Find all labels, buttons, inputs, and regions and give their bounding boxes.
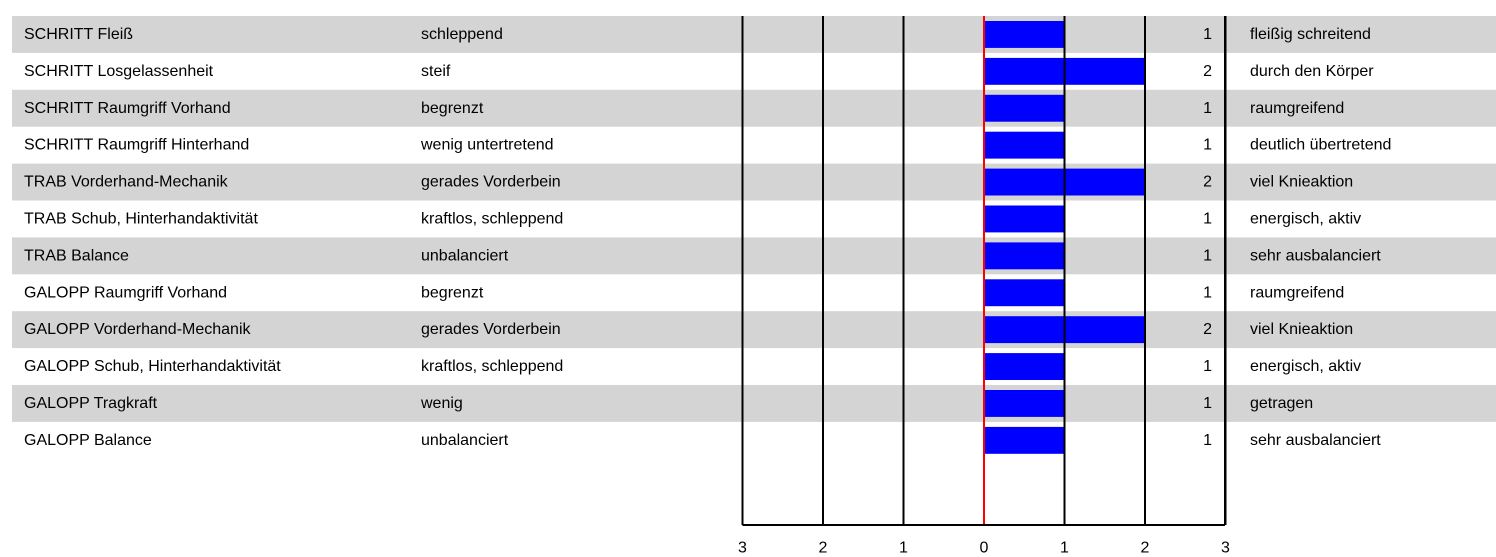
- left-descriptor-label: begrenzt: [421, 100, 484, 117]
- bar: [984, 390, 1065, 417]
- value-label: 2: [1203, 63, 1212, 80]
- value-label: 1: [1203, 395, 1212, 412]
- value-label: 1: [1203, 247, 1212, 264]
- left-descriptor-label: wenig untertretend: [420, 137, 554, 154]
- bar: [984, 131, 1065, 159]
- x-tick-label: 3: [1221, 540, 1230, 557]
- value-label: 1: [1203, 210, 1212, 227]
- criterion-label: TRAB Vorderhand-Mechanik: [24, 174, 229, 191]
- right-descriptor-label: energisch, aktiv: [1250, 210, 1361, 227]
- criterion-label: GALOPP Schub, Hinterhandaktivität: [24, 358, 281, 375]
- bar: [984, 353, 1065, 380]
- bar: [984, 426, 1065, 454]
- right-descriptor-label: sehr ausbalanciert: [1250, 432, 1381, 449]
- left-descriptor-label: wenig: [420, 395, 463, 412]
- right-descriptor-label: raumgreifend: [1250, 284, 1344, 301]
- value-label: 1: [1203, 284, 1212, 301]
- x-tick-label: 2: [1141, 540, 1150, 557]
- right-descriptor-label: raumgreifend: [1250, 100, 1344, 117]
- left-descriptor-label: schleppend: [421, 26, 503, 43]
- criterion-label: GALOPP Balance: [24, 432, 152, 449]
- criterion-label: GALOPP Tragkraft: [24, 395, 158, 412]
- right-descriptor-label: sehr ausbalanciert: [1250, 247, 1381, 264]
- x-tick-label: 2: [819, 540, 828, 557]
- right-descriptor-label: energisch, aktiv: [1250, 358, 1361, 375]
- value-label: 2: [1203, 174, 1212, 191]
- bar: [984, 21, 1065, 48]
- left-descriptor-label: gerades Vorderbein: [421, 321, 561, 338]
- left-descriptor-label: begrenzt: [421, 284, 484, 301]
- left-descriptor-label: steif: [421, 63, 451, 80]
- grid-lines: [741, 16, 1227, 526]
- x-tick-label: 1: [899, 540, 908, 557]
- left-descriptor-label: gerades Vorderbein: [421, 174, 561, 191]
- value-label: 1: [1203, 26, 1212, 43]
- x-axis-ticks: 3 2 1 0 1 2 3: [738, 540, 1230, 557]
- right-descriptor-label: deutlich übertretend: [1250, 137, 1391, 154]
- x-tick-label: 3: [738, 540, 747, 557]
- left-descriptor-label: kraftlos, schleppend: [421, 210, 563, 227]
- row-band: [12, 89, 1496, 127]
- left-descriptor-label: unbalanciert: [421, 432, 509, 449]
- criterion-label: SCHRITT Fleiß: [24, 26, 133, 43]
- value-label: 1: [1203, 137, 1212, 154]
- value-label: 2: [1203, 321, 1212, 338]
- criterion-label: SCHRITT Losgelassenheit: [24, 63, 214, 80]
- criterion-label: SCHRITT Raumgriff Vorhand: [24, 100, 231, 117]
- criterion-label: GALOPP Raumgriff Vorhand: [24, 284, 227, 301]
- x-tick-label: 1: [1060, 540, 1069, 557]
- bar: [984, 242, 1065, 270]
- value-label: 1: [1203, 432, 1212, 449]
- bar: [984, 94, 1065, 122]
- row-band: [12, 311, 1496, 349]
- value-label: 1: [1203, 100, 1212, 117]
- right-descriptor-label: viel Knieaktion: [1250, 321, 1353, 338]
- criterion-label: TRAB Balance: [24, 247, 129, 264]
- bar: [984, 205, 1065, 233]
- left-descriptor-label: kraftlos, schleppend: [421, 358, 563, 375]
- row-bands: [12, 16, 1496, 422]
- x-tick-label: 0: [980, 540, 989, 557]
- right-descriptor-label: fleißig schreitend: [1250, 26, 1371, 43]
- row-band: [12, 237, 1496, 275]
- row-band: [12, 163, 1496, 201]
- right-descriptor-label: getragen: [1250, 395, 1313, 412]
- right-descriptor-label: viel Knieaktion: [1250, 174, 1353, 191]
- row-band: [12, 16, 1496, 53]
- bar: [984, 279, 1065, 307]
- row-band: [12, 385, 1496, 422]
- criterion-label: TRAB Schub, Hinterhandaktivität: [24, 210, 258, 227]
- value-label: 1: [1203, 358, 1212, 375]
- criterion-label: GALOPP Vorderhand-Mechanik: [24, 321, 252, 338]
- criterion-label: SCHRITT Raumgriff Hinterhand: [24, 137, 249, 154]
- left-descriptor-label: unbalanciert: [421, 247, 509, 264]
- right-descriptor-label: durch den Körper: [1250, 63, 1374, 80]
- row-labels: SCHRITT Fleiß schleppend 1 fleißig schreite…: [24, 26, 1391, 449]
